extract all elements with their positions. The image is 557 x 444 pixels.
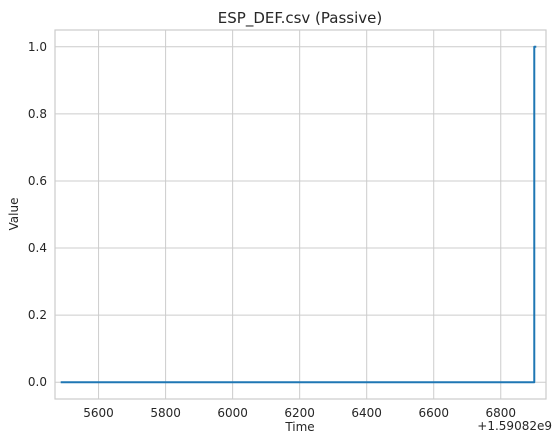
y-tick-label: 0.2 — [28, 308, 47, 322]
plot-frame — [54, 29, 547, 400]
y-tick-label: 0.8 — [28, 107, 47, 121]
y-tick-label: 1.0 — [28, 40, 47, 54]
y-tick-label: 0.6 — [28, 174, 47, 188]
grid-layer — [55, 30, 546, 399]
series-layer — [60, 45, 537, 384]
series-line — [60, 45, 537, 384]
x-tick-label: 6200 — [284, 406, 315, 420]
x-tick-label: 5600 — [83, 406, 114, 420]
x-tick-label: 6800 — [485, 406, 516, 420]
y-tick-label: 0.4 — [28, 241, 47, 255]
x-tick-label: 6400 — [351, 406, 382, 420]
y-tick-labels: 0.0 0.2 0.4 0.6 0.8 1.0 — [28, 40, 47, 389]
y-axis-label: Value — [7, 198, 21, 231]
x-tick-labels: 5600 5800 6000 6200 6400 6600 6800 — [83, 406, 516, 420]
x-tick-label: 6000 — [217, 406, 248, 420]
x-tick-label: 5800 — [150, 406, 181, 420]
x-tick-label: 6600 — [418, 406, 449, 420]
x-offset-label: +1.59082e9 — [477, 419, 552, 433]
x-axis-label: Time — [284, 420, 314, 434]
chart-title: ESP_DEF.csv (Passive) — [218, 9, 382, 28]
y-tick-label: 0.0 — [28, 375, 47, 389]
